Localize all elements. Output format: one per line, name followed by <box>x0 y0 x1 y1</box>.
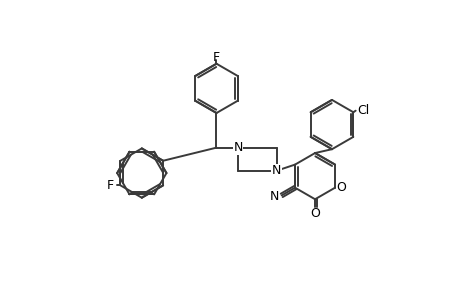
Text: O: O <box>309 207 319 220</box>
Text: N: N <box>269 190 278 203</box>
Text: N: N <box>233 141 242 154</box>
Text: N: N <box>271 164 280 177</box>
Text: F: F <box>107 179 114 192</box>
Text: F: F <box>213 51 219 64</box>
Text: Cl: Cl <box>356 104 369 117</box>
Text: O: O <box>336 181 346 194</box>
